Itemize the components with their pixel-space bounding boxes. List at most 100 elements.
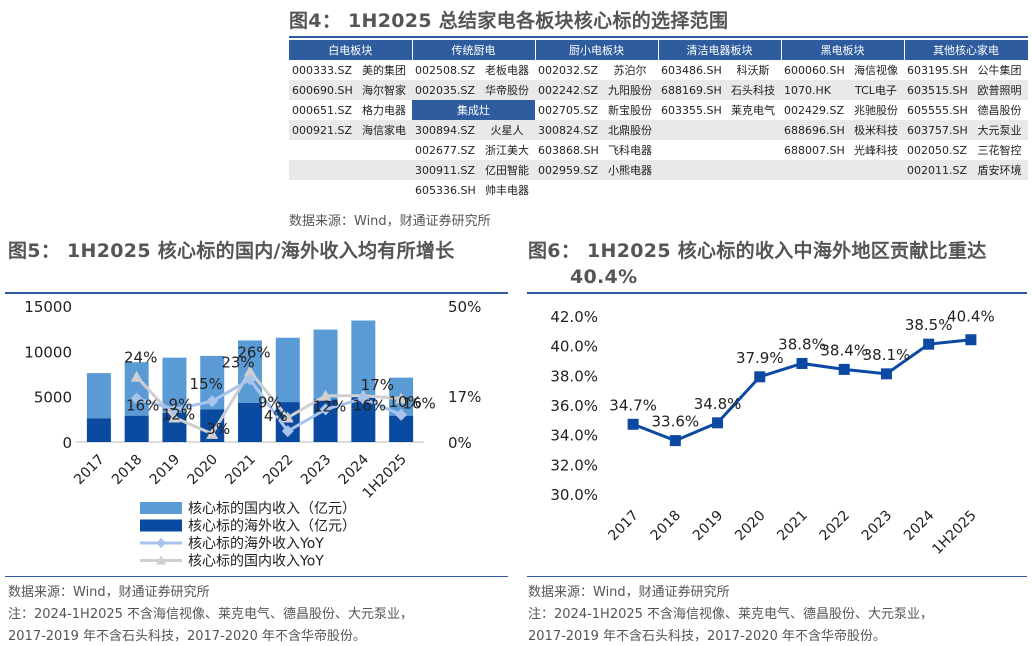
stock-code: 600690.SH [289,80,356,100]
fig5-title: 图5： 1H2025 核心标的国内/海外收入均有所增长 [8,240,455,262]
share-label: 38.4% [820,341,868,359]
overseas-yoy-point [244,373,256,386]
stock-code: 000651.SZ [292,103,353,117]
fig4-header-3: 清洁电器板块 [658,40,782,60]
stock-name [356,180,412,200]
stock-code: 605336.SH [415,183,476,197]
table-row: 000651.SZ 格力电器 集成灶 002705.SZ 新宝股份 603355.SH 莱克… [289,100,1028,120]
fig5-note-2: 2017-2019 年不含石头科技，2017-2020 年不含华帝股份。 [8,629,366,644]
overseas-yoy-point [168,403,181,416]
domestic-yoy-label: 3% [206,420,230,438]
stock-code: 600060.SH [784,63,845,77]
domestic-yoy-label: 9% [169,396,193,414]
stock-name: 盾安环境 [971,160,1028,180]
stock-name: 浙江美大 [485,144,529,157]
stock-name: 亿田智能 [479,160,535,180]
x-tick-label: 2023 [298,452,335,489]
domestic-yoy-line [135,368,402,436]
bar-domestic [351,320,376,396]
fig6-note-1: 注：2024-1H2025 不含海信视像、莱克电气、德昌股份、大元泵业， [528,607,934,622]
stock-code: 1070.HK [781,80,848,100]
overseas-yoy-label: 15% [190,375,223,393]
domestic-yoy-point [395,392,408,404]
stock-name: 小熊电器 [602,160,658,180]
fig4-source: 数据来源：Wind，财通证券研究所 [289,214,491,229]
stock-code: 603515.SH [904,80,971,100]
y2-tick-label: 50% [448,298,481,316]
fig6-bottom-rule [527,576,1027,577]
overseas-yoy-label: 4% [264,407,288,425]
stock-code: 603486.SH [661,63,722,77]
table-row: 300911.SZ 亿田智能 002959.SZ 小熊电器 002011.SZ 盾安环境 [289,160,1028,180]
fig6-chart: 30.0% 32.0% 34.0% 36.0% 38.0% 40.0% 42.0% 34.7… [550,308,995,558]
share-label: 34.8% [694,395,742,413]
fig6-note-2: 2017-2019 年不含石头科技，2017-2020 年不含华帝股份。 [528,629,886,644]
fig5-note-1: 注：2024-1H2025 不含海信视像、莱克电气、德昌股份、大元泵业， [8,607,414,622]
stock-name: 格力电器 [362,104,406,117]
x-tick-label: 2024 [901,507,938,544]
stock-code: 603868.SH [538,143,599,157]
share-point [796,357,808,369]
legend-label: 核心标的国内收入YoY [188,554,324,570]
domestic-yoy-label: 16% [402,394,435,412]
share-label: 38.1% [863,346,911,364]
stock-code: 300894.SZ [412,120,479,140]
share-label: 38.5% [905,316,953,334]
share-label: 40.4% [947,308,995,326]
x-tick-label: 2020 [185,452,222,489]
fig6-source: 数据来源：Wind，财通证券研究所 [528,585,730,600]
stock-name [725,160,781,180]
fig6-top-rule [527,292,1027,294]
x-tick-label: 2023 [859,508,896,545]
stock-name: 欧普照明 [971,80,1028,100]
stock-name: 帅丰电器 [485,184,529,197]
stock-code: 603757.SH [904,120,971,140]
y-tick-label: 40.0% [550,338,598,356]
x-tick-label: 2022 [817,508,854,545]
stock-name: 海尔智家 [356,80,412,100]
stock-code: 000333.SZ [292,63,353,77]
y-tick-label: 34.0% [550,427,598,445]
legend-label: 核心标的海外收入YoY [188,536,324,552]
stock-name: 莱克电气 [731,104,775,117]
overseas-yoy-label: 12% [162,405,195,423]
y-tick-label: 36.0% [550,397,598,415]
overseas-yoy-line [136,377,402,434]
stock-name: TCL电子 [848,80,904,100]
stock-code: 688169.SH [658,80,725,100]
share-label: 34.7% [609,396,657,414]
fig6-title-line1: 图6： 1H2025 核心标的收入中海外地区贡献比重达 [528,240,987,262]
stock-code [289,160,356,180]
share-point [880,368,892,380]
table-row: 600690.SH 海尔智家 002035.SZ 华帝股份 002242.SZ 九阳股份 6… [289,80,1028,100]
overseas-yoy-label: 16% [126,396,159,414]
share-point [712,417,724,429]
table-row: 002677.SZ 浙江美大 603868.SH 飞科电器 688007.SH 光峰科技 0… [289,140,1028,160]
stock-name: 三花智控 [977,144,1022,157]
stock-code: 603195.SH [907,63,968,77]
stock-code [781,180,848,200]
bar-overseas [124,415,149,442]
stock-name: 大元泵业 [971,120,1028,140]
domestic-yoy-label: 17% [361,376,394,394]
stock-code [658,140,725,160]
share-label: 37.9% [736,349,784,367]
y-tick-label: 42.0% [550,308,598,326]
stock-code: 688007.SH [784,143,845,157]
y2-tick-label: 17% [448,388,481,406]
stock-code: 688696.SH [781,120,848,140]
stock-name: 新宝股份 [608,104,652,117]
y2-tick-label: 0% [448,434,472,452]
stock-code [289,140,356,160]
stock-name: 兆驰股份 [854,104,898,117]
stock-code: 000921.SZ [289,120,356,140]
legend-swatch [140,502,182,514]
stock-code [658,160,725,180]
overseas-yoy-point [395,408,408,421]
stock-code: 300911.SZ [412,160,479,180]
stock-name [848,180,904,200]
stock-name [725,180,781,200]
stock-code: 002050.SZ [907,143,968,157]
overseas-yoy-label: 23% [221,353,254,371]
